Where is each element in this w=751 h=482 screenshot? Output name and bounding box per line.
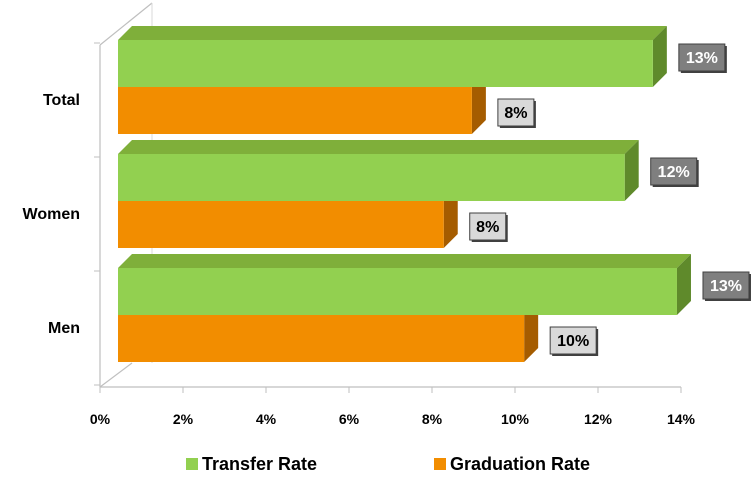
bar-end-face: [443, 187, 458, 248]
y-category-label: Total: [43, 92, 80, 109]
data-label-box: [702, 271, 750, 300]
x-tick-label: 10%: [501, 411, 530, 427]
data-label-box: [497, 98, 535, 127]
bar-top-face: [118, 26, 667, 40]
y-category-label: Women: [23, 206, 80, 223]
bar-top-face: [118, 140, 639, 154]
x-tick-label: 0%: [90, 411, 111, 427]
tick-labels-layer: 0% 2% 4% 6% 8% 10% 12% 14% Total Women Men: [23, 92, 696, 427]
data-label: 12%: [658, 164, 690, 181]
bar: [118, 315, 525, 362]
data-label: 13%: [686, 50, 718, 67]
data-labels-layer: 10% 13% 8% 12% 8% 13%: [469, 43, 751, 356]
y-category-label: Men: [48, 320, 80, 337]
x-tick-label: 6%: [339, 411, 360, 427]
x-tick-label: 14%: [667, 411, 696, 427]
bar: [118, 87, 472, 134]
x-tick-label: 4%: [256, 411, 277, 427]
bar-end-face: [524, 301, 539, 362]
axis-floor-edge: [99, 362, 133, 388]
data-label-box: [650, 157, 698, 186]
data-label-box: [549, 326, 597, 355]
bar: [118, 154, 625, 201]
bar-top-face: [118, 254, 691, 268]
data-label-box: [469, 212, 507, 241]
data-label: 13%: [710, 278, 742, 295]
x-tick-label: 8%: [422, 411, 443, 427]
legend-swatch: [186, 458, 198, 470]
bar-end-face: [624, 140, 639, 201]
bar: [118, 201, 444, 248]
bar: [118, 40, 653, 87]
bar-end-face: [471, 73, 486, 134]
x-tick-label: 2%: [173, 411, 194, 427]
bar-end-face: [652, 26, 667, 87]
x-tick-label: 12%: [584, 411, 613, 427]
bar-end-face: [676, 254, 691, 315]
data-label: 8%: [476, 219, 499, 236]
legend-swatch: [434, 458, 446, 470]
legend: Transfer Rate Graduation Rate: [186, 454, 590, 474]
legend-entry: Graduation Rate: [450, 454, 590, 474]
axis-wall-top-edge: [99, 2, 153, 46]
data-label: 8%: [504, 105, 527, 122]
bar: [118, 268, 677, 315]
legend-entry: Transfer Rate: [202, 454, 317, 474]
data-label-box: [678, 43, 726, 72]
data-label: 10%: [557, 333, 589, 350]
bars-layer: [118, 26, 691, 362]
